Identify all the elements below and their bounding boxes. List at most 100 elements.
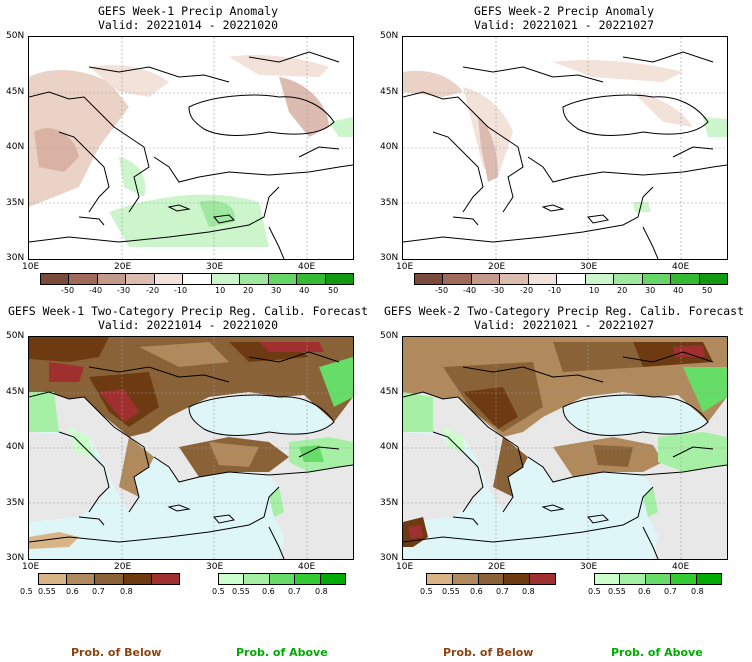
lon-label: 40E — [298, 562, 316, 572]
probability-map[interactable] — [402, 336, 728, 560]
colorbar-swatch — [97, 274, 127, 284]
lat-label: 45N — [6, 87, 25, 97]
colorbar-label: -40 — [89, 286, 103, 295]
probability-map[interactable] — [28, 336, 354, 560]
colorbar-label: 0.7 — [664, 587, 677, 596]
colorbar-label: 0.5 — [588, 587, 601, 596]
lon-label: 30E — [206, 262, 224, 272]
lon-label: 40E — [298, 262, 316, 272]
colorbar-label: 0.5 — [20, 587, 33, 596]
colorbar-swatch — [614, 274, 643, 284]
colorbar-label: -20 — [520, 286, 534, 295]
colorbar-swatch — [39, 574, 68, 584]
colorbar-label: 0.8 — [691, 587, 704, 596]
colorbar-label: 30 — [645, 286, 656, 295]
colorbar-label: -50 — [61, 286, 75, 295]
panel-title: GEFS Week-2 Two-Category Precip Reg. Cal… — [383, 304, 745, 318]
colorbar-label: 0.6 — [638, 587, 651, 596]
colorbar-label: 0.55 — [442, 587, 460, 596]
colorbar-swatch — [557, 274, 586, 284]
panel-title: GEFS Week-2 Precip Anomaly — [473, 4, 654, 18]
colorbar-label: 0.55 — [38, 587, 56, 596]
above-colorbar — [218, 573, 346, 585]
lon-label: 30E — [580, 562, 598, 572]
colorbar-label: 10 — [589, 286, 600, 295]
lat-label: 50N — [6, 31, 25, 41]
colorbar-swatch — [219, 574, 245, 584]
anomaly-colorbar — [414, 273, 728, 285]
colorbar-swatch — [530, 574, 555, 584]
lon-label: 40E — [672, 562, 690, 572]
colorbar-swatch — [427, 574, 453, 584]
colorbar-swatch — [123, 574, 152, 584]
map-canvas — [29, 337, 353, 559]
colorbar-label: 0.55 — [232, 587, 250, 596]
colorbar-swatch — [671, 574, 697, 584]
colorbar-swatch — [504, 574, 531, 584]
colorbar-label: 0.6 — [262, 587, 275, 596]
lon-label: 20E — [114, 562, 132, 572]
above-colorbar — [594, 573, 722, 585]
lon-label: 10E — [22, 562, 40, 572]
colorbar-label: 30 — [271, 286, 282, 295]
below-colorbar — [426, 573, 556, 585]
colorbar-label: -20 — [146, 286, 160, 295]
colorbar-label: -40 — [463, 286, 477, 295]
lat-label: 40N — [380, 442, 399, 452]
map-canvas — [403, 337, 727, 559]
lon-label: 20E — [488, 562, 506, 572]
colorbar-swatch — [183, 274, 212, 284]
colorbar-label: -30 — [117, 286, 131, 295]
lat-label: 35N — [380, 498, 399, 508]
lat-label: 50N — [380, 31, 399, 41]
panel-week2-anomaly: GEFS Week-2 Precip Anomaly Valid: 202210… — [376, 0, 752, 300]
prob-above-label: Prob. of Above — [236, 646, 328, 659]
colorbar-swatch — [325, 274, 353, 284]
colorbar-swatch — [471, 274, 501, 284]
panel-valid-date: Valid: 20221021 - 20221027 — [473, 18, 654, 32]
lat-label: 40N — [6, 442, 25, 452]
lat-label: 40N — [6, 142, 25, 152]
panel-title: GEFS Week-1 Precip Anomaly — [97, 4, 278, 18]
colorbar-swatch — [67, 574, 96, 584]
colorbar-swatch — [620, 574, 646, 584]
colorbar-swatch — [211, 274, 241, 284]
lat-label: 35N — [6, 198, 25, 208]
colorbar-swatch — [41, 274, 70, 284]
colorbar-label: 20 — [243, 286, 254, 295]
colorbar-label: -10 — [174, 286, 188, 295]
lat-label: 50N — [6, 331, 25, 341]
colorbar-label: 50 — [328, 286, 339, 295]
lat-label: 40N — [380, 142, 399, 152]
colorbar-label: 50 — [702, 286, 713, 295]
lat-label: 35N — [6, 498, 25, 508]
colorbar-swatch — [443, 274, 472, 284]
lat-label: 45N — [380, 387, 399, 397]
panel-valid-date: Valid: 20221021 - 20221027 — [473, 318, 654, 332]
panel-week1-anomaly: GEFS Week-1 Precip Anomaly Valid: 202210… — [0, 0, 376, 300]
colorbar-label: -10 — [548, 286, 562, 295]
colorbar-label: -30 — [491, 286, 505, 295]
colorbar-swatch — [69, 274, 98, 284]
colorbar-label: 0.6 — [470, 587, 483, 596]
lat-label: 30N — [6, 253, 25, 263]
colorbar-label: 0.7 — [288, 587, 301, 596]
colorbar-swatch — [268, 274, 298, 284]
colorbar-label: 0.6 — [66, 587, 79, 596]
anomaly-map[interactable] — [28, 36, 354, 260]
lat-label: 30N — [380, 253, 399, 263]
below-colorbar — [38, 573, 180, 585]
lon-label: 20E — [114, 262, 132, 272]
lon-label: 10E — [396, 262, 414, 272]
anomaly-map[interactable] — [402, 36, 728, 260]
lon-label: 40E — [672, 262, 690, 272]
panel-valid-date: Valid: 20221014 - 20221020 — [97, 18, 278, 32]
lat-label: 45N — [6, 387, 25, 397]
colorbar-label: 0.5 — [212, 587, 225, 596]
colorbar-label: 0.5 — [420, 587, 433, 596]
colorbar-swatch — [295, 574, 321, 584]
prob-below-label: Prob. of Below — [443, 646, 534, 659]
colorbar-swatch — [126, 274, 155, 284]
lon-label: 30E — [206, 562, 224, 572]
colorbar-swatch — [671, 274, 700, 284]
